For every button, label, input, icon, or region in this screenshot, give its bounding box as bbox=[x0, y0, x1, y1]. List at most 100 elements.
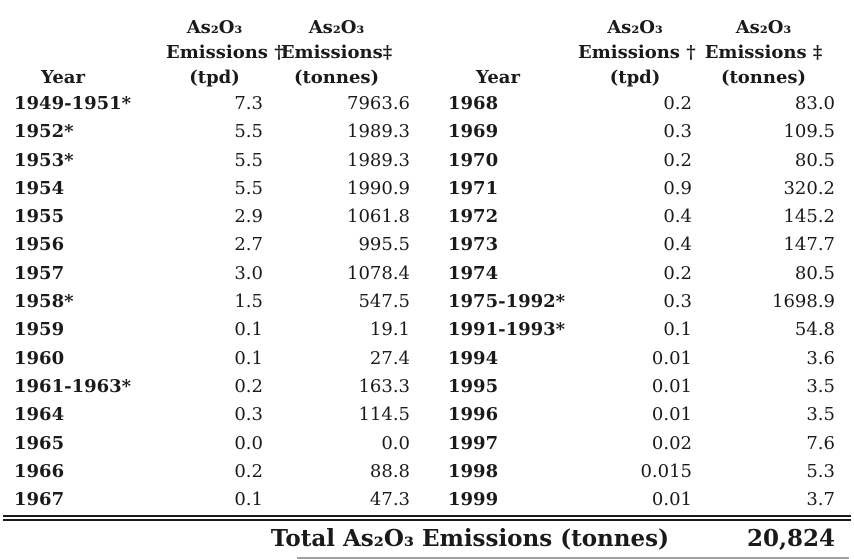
tpd-header-line2: Emissions † bbox=[578, 42, 696, 63]
total-label: Total As₂O₃ Emissions (tonnes) bbox=[270, 525, 669, 553]
tpd-cell: 0.01 bbox=[651, 375, 692, 397]
table-row: 1999 0.01 3.7 bbox=[410, 486, 835, 514]
tonnes-cell: 109.5 bbox=[783, 121, 835, 143]
table-row: 1960 0.1 27.4 bbox=[0, 345, 410, 373]
tonnes-cell: 7.6 bbox=[806, 432, 835, 454]
column-header-tonnes: As₂O₃ Emissions ‡ (tonnes) bbox=[692, 6, 835, 90]
year-header-label: Year bbox=[476, 67, 520, 88]
tpd-cell: 5.5 bbox=[234, 177, 263, 199]
year-cell: 1957 bbox=[14, 262, 65, 284]
tonnes-cell: 1989.3 bbox=[347, 149, 410, 171]
tonnes-cell: 147.7 bbox=[783, 234, 835, 256]
tonnes-cell: 80.5 bbox=[794, 149, 835, 171]
column-header-year: Year bbox=[410, 6, 548, 90]
column-header-tpd: As₂O₃ Emissions † (tpd) bbox=[548, 6, 696, 90]
table-row: 1991-1993* 0.1 54.8 bbox=[410, 316, 835, 344]
tpd-cell: 2.7 bbox=[234, 234, 263, 256]
table-row: 1957 3.0 1078.4 bbox=[0, 260, 410, 288]
table-row: 1975-1992* 0.3 1698.9 bbox=[410, 288, 835, 316]
tpd-cell: 0.1 bbox=[234, 319, 263, 341]
table-row: 1998 0.015 5.3 bbox=[410, 458, 835, 486]
tpd-cell: 2.9 bbox=[234, 206, 263, 228]
table-row: 1953* 5.5 1989.3 bbox=[0, 147, 410, 175]
tpd-cell: 1.5 bbox=[234, 291, 263, 313]
table-row: 1955 2.9 1061.8 bbox=[0, 203, 410, 231]
table-row: 1973 0.4 147.7 bbox=[410, 231, 835, 259]
tonnes-cell: 19.1 bbox=[369, 319, 410, 341]
tpd-cell: 0.2 bbox=[234, 460, 263, 482]
tonnes-cell: 54.8 bbox=[794, 319, 835, 341]
table-row: 1996 0.01 3.5 bbox=[410, 401, 835, 429]
tpd-cell: 0.3 bbox=[234, 404, 263, 426]
year-cell: 1973 bbox=[448, 234, 499, 256]
tpd-cell: 7.3 bbox=[234, 93, 263, 114]
year-cell: 1952* bbox=[14, 121, 74, 143]
table-row: 1964 0.3 114.5 bbox=[0, 401, 410, 429]
year-cell: 1968 bbox=[448, 93, 499, 114]
tonnes-cell: 1078.4 bbox=[347, 262, 410, 284]
tonnes-cell: 3.5 bbox=[806, 404, 835, 426]
tpd-cell: 5.5 bbox=[234, 149, 263, 171]
tpd-cell: 0.01 bbox=[651, 404, 692, 426]
table-row: 1969 0.3 109.5 bbox=[410, 118, 835, 146]
tpd-cell: 0.0 bbox=[234, 432, 263, 454]
tpd-cell: 0.1 bbox=[234, 347, 263, 369]
table-row: 1961-1963* 0.2 163.3 bbox=[0, 373, 410, 401]
tpd-cell: 0.1 bbox=[663, 319, 692, 341]
tonnes-header-line2: Emissions‡ bbox=[280, 42, 393, 63]
tonnes-header-line3: (tonnes) bbox=[720, 67, 807, 88]
tpd-cell: 0.9 bbox=[663, 177, 692, 199]
emissions-tables: Year As₂O₃ Emissions † (tpd) As₂O₃ Emiss… bbox=[0, 6, 854, 514]
year-cell: 1999 bbox=[448, 489, 499, 511]
emissions-table-right: Year As₂O₃ Emissions † (tpd) As₂O₃ Emiss… bbox=[410, 6, 835, 514]
year-cell: 1971 bbox=[448, 177, 499, 199]
table-row: 1970 0.2 80.5 bbox=[410, 147, 835, 175]
year-cell: 1996 bbox=[448, 404, 499, 426]
year-cell: 1965 bbox=[14, 432, 65, 454]
tpd-cell: 0.3 bbox=[663, 291, 692, 313]
table-row: 1968 0.2 83.0 bbox=[410, 90, 835, 118]
total-separator-rule bbox=[3, 515, 851, 522]
tpd-cell: 0.2 bbox=[234, 375, 263, 397]
table-row: 1952* 5.5 1989.3 bbox=[0, 118, 410, 146]
table-row: 1949-1951* 7.3 7963.6 bbox=[0, 90, 410, 118]
tonnes-cell: 547.5 bbox=[358, 291, 410, 313]
tpd-cell: 0.2 bbox=[663, 149, 692, 171]
tonnes-header-line1: As₂O₃ bbox=[735, 17, 792, 38]
year-cell: 1974 bbox=[448, 262, 499, 284]
total-row: Total As₂O₃ Emissions (tonnes) 20,824 bbox=[0, 521, 854, 554]
tpd-header-line1: As₂O₃ bbox=[186, 17, 243, 38]
year-cell: 1967 bbox=[14, 489, 65, 511]
year-cell: 1995 bbox=[448, 375, 499, 397]
tpd-cell: 5.5 bbox=[234, 121, 263, 143]
tonnes-cell: 27.4 bbox=[369, 347, 410, 369]
column-header-year: Year bbox=[0, 6, 112, 90]
year-cell: 1956 bbox=[14, 234, 65, 256]
tonnes-cell: 114.5 bbox=[358, 404, 410, 426]
table-row: 1954 5.5 1990.9 bbox=[0, 175, 410, 203]
tpd-cell: 3.0 bbox=[234, 262, 263, 284]
tpd-header-line2: Emissions † bbox=[166, 42, 284, 63]
year-cell: 1955 bbox=[14, 206, 65, 228]
year-cell: 1958* bbox=[14, 291, 74, 313]
year-header-label: Year bbox=[41, 67, 85, 88]
tonnes-cell: 3.5 bbox=[806, 375, 835, 397]
tonnes-cell: 145.2 bbox=[783, 206, 835, 228]
year-cell: 1964 bbox=[14, 404, 65, 426]
year-cell: 1949-1951* bbox=[14, 93, 132, 114]
column-header-tonnes: As₂O₃ Emissions‡ (tonnes) bbox=[263, 6, 410, 90]
tonnes-cell: 1990.9 bbox=[347, 177, 410, 199]
tpd-cell: 0.3 bbox=[663, 121, 692, 143]
tonnes-cell: 83.0 bbox=[794, 93, 835, 114]
tpd-cell: 0.2 bbox=[663, 93, 692, 114]
table-row: 1994 0.01 3.6 bbox=[410, 345, 835, 373]
tpd-cell: 0.2 bbox=[663, 262, 692, 284]
year-cell: 1994 bbox=[448, 347, 499, 369]
table-row: 1966 0.2 88.8 bbox=[0, 458, 410, 486]
tpd-cell: 0.01 bbox=[651, 489, 692, 511]
table-row: 1997 0.02 7.6 bbox=[410, 430, 835, 458]
tonnes-cell: 995.5 bbox=[358, 234, 410, 256]
tpd-header-line3: (tpd) bbox=[609, 67, 661, 88]
tonnes-cell: 88.8 bbox=[369, 460, 410, 482]
